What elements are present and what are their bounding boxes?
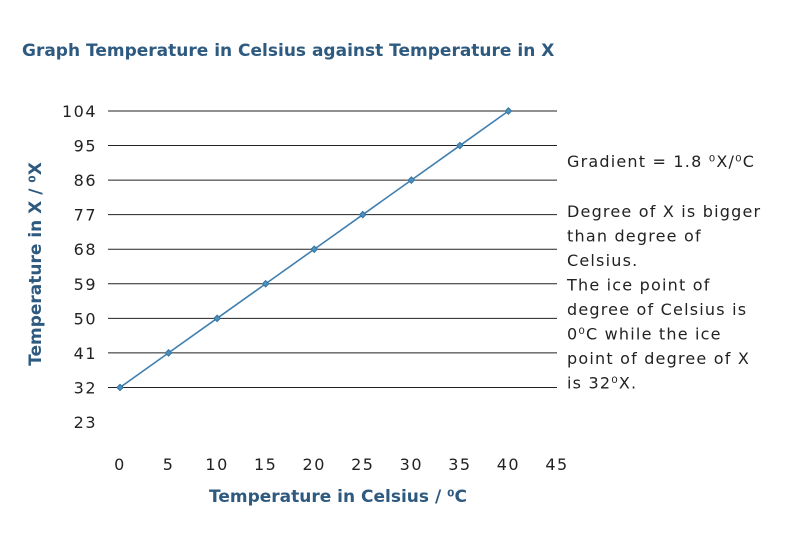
annotation-line: Celsius. — [567, 251, 638, 270]
y-tick-label: 41 — [74, 344, 97, 363]
data-point — [504, 107, 513, 115]
x-tick-labels: 0 5 10 15 20 25 30 35 40 45 — [114, 455, 568, 474]
x-tick-label: 25 — [351, 455, 374, 474]
data-point — [358, 210, 367, 219]
y-tick-label: 68 — [74, 240, 97, 259]
annotation-line: point of degree of X — [567, 349, 750, 368]
x-tick-label: 15 — [254, 455, 277, 474]
data-point — [407, 176, 416, 184]
y-tick-label: 95 — [74, 137, 97, 156]
x-tick-label: 0 — [114, 455, 126, 474]
y-axis-title: Temperature in X / ⁰X — [26, 162, 46, 366]
data-point — [456, 141, 464, 150]
annotation-line: is 32⁰X. — [567, 374, 637, 393]
x-tick-label: 40 — [497, 455, 520, 474]
data-point — [213, 314, 221, 323]
annotation-gradient: Gradient = 1.8 ⁰X/⁰C — [567, 152, 755, 171]
annotations: Gradient = 1.8 ⁰X/⁰C Degree of X is bigge… — [566, 152, 761, 393]
x-tick-label: 45 — [545, 455, 568, 474]
x-tick-label: 5 — [163, 455, 175, 474]
data-point — [310, 245, 319, 254]
y-tick-label: 86 — [74, 171, 97, 190]
series-layer — [116, 107, 513, 392]
x-tick-label: 10 — [205, 455, 228, 474]
x-axis-title: Temperature in Celsius / ⁰C — [209, 487, 467, 507]
annotation-explanation: Degree of X is bigger than degree of Celsi… — [566, 202, 761, 393]
y-tick-label: 23 — [74, 413, 97, 432]
annotation-line: Degree of X is bigger — [567, 202, 761, 221]
x-tick-label: 20 — [303, 455, 326, 474]
annotation-line: than degree of — [567, 227, 702, 246]
data-point — [164, 349, 173, 357]
y-tick-labels: 23 32 41 50 59 68 77 86 95 104 — [62, 102, 97, 432]
data-point — [116, 383, 124, 392]
x-tick-label: 35 — [448, 455, 471, 474]
y-tick-label: 32 — [74, 378, 97, 397]
y-tick-label: 77 — [74, 206, 97, 225]
y-tick-label: 50 — [74, 309, 97, 328]
chart-title: Graph Temperature in Celsius against Tem… — [22, 41, 554, 61]
gridlines — [108, 110, 557, 388]
annotation-line: degree of Celsius is — [567, 300, 747, 319]
annotation-line: The ice point of — [566, 276, 711, 295]
y-tick-label: 104 — [62, 102, 97, 121]
annotation-line: 0⁰C while the ice — [567, 325, 722, 344]
x-tick-label: 30 — [400, 455, 423, 474]
annotation-line: Gradient = 1.8 ⁰X/⁰C — [567, 152, 755, 171]
y-tick-label: 59 — [74, 275, 97, 294]
data-point — [261, 279, 270, 288]
